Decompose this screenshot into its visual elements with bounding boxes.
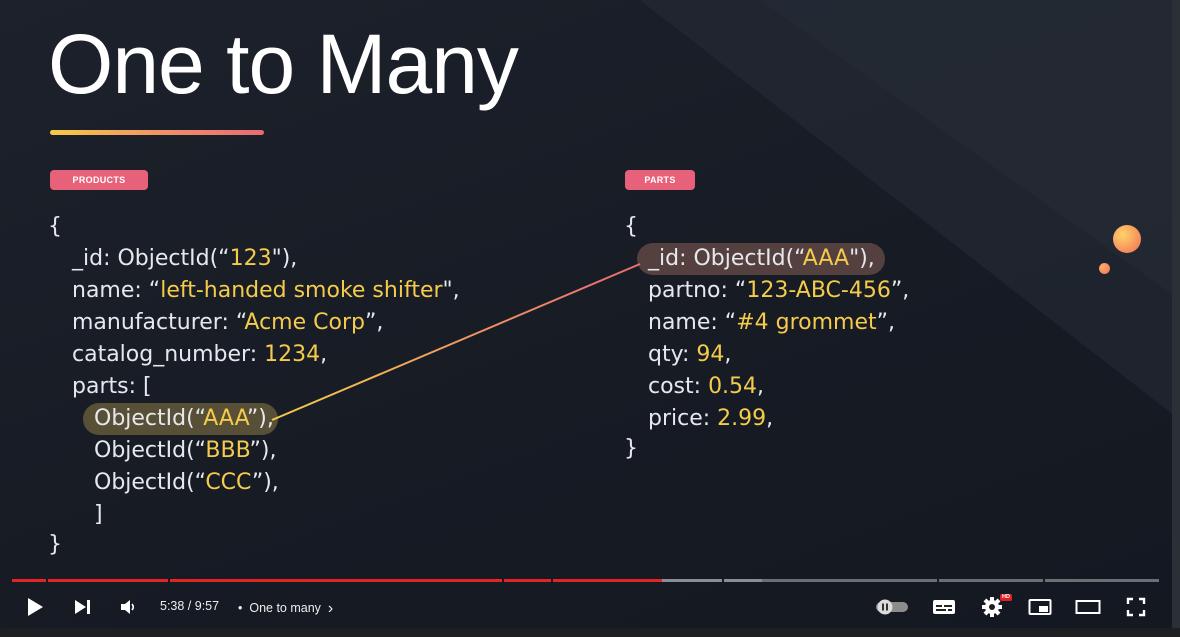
- autoplay-toggle[interactable]: [872, 586, 912, 628]
- parts-tag: PARTS: [625, 170, 695, 190]
- theater-mode-icon: [1075, 600, 1101, 614]
- parts-partno-line: partno: “123-ABC-456”,: [648, 278, 910, 303]
- play-icon: [28, 598, 43, 616]
- parts-qty-line: qty: 94,: [648, 342, 732, 367]
- array-close: ]: [94, 502, 103, 527]
- chapter-title[interactable]: • One to many ›: [238, 599, 333, 617]
- chevron-right-icon: ›: [327, 600, 334, 617]
- brace-open: {: [624, 214, 638, 239]
- play-button[interactable]: [20, 586, 50, 628]
- title-underline: [50, 130, 264, 135]
- parts-ref-bbb: ObjectId(“BBB”),: [94, 438, 277, 463]
- progress-segment: [724, 579, 763, 582]
- parts-price-line: price: 2.99,: [648, 406, 774, 431]
- connector-line: [271, 263, 641, 421]
- progress-segment: [553, 579, 663, 582]
- bottom-strip: [0, 628, 1180, 637]
- time-display: 5:38 / 9:57: [160, 599, 220, 613]
- parts-ref-ccc: ObjectId(“CCC”),: [94, 470, 279, 495]
- id-highlight: [637, 243, 885, 275]
- autoplay-toggle-icon: [876, 599, 908, 615]
- parts-cost-line: cost: 0.54,: [648, 374, 765, 399]
- decorative-dot-large: [1113, 225, 1141, 253]
- progress-segment: [1045, 579, 1159, 582]
- subtitles-icon: [933, 600, 955, 614]
- brace-open: {: [48, 214, 62, 239]
- chapter-label: One to many: [249, 601, 321, 615]
- slide-title: One to Many: [48, 17, 519, 111]
- parts-ref-aaa: ObjectId(“AAA”),: [94, 406, 274, 431]
- page-edge: [1172, 0, 1180, 637]
- volume-button[interactable]: [114, 586, 142, 628]
- subtitles-button[interactable]: [930, 586, 958, 628]
- chapter-separator: •: [238, 601, 243, 615]
- volume-icon: [121, 600, 135, 614]
- fullscreen-button[interactable]: [1122, 586, 1150, 628]
- progress-segment: [939, 579, 1043, 582]
- products-catalog-line: catalog_number: 1234,: [72, 342, 328, 367]
- progress-segment: [170, 579, 502, 582]
- miniplayer-icon: [1028, 599, 1052, 615]
- reference-highlight: [83, 403, 278, 435]
- progress-segment: [48, 579, 168, 582]
- progress-segment: [662, 579, 722, 582]
- brace-close: }: [48, 532, 62, 557]
- products-tag: PRODUCTS: [50, 170, 148, 190]
- parts-id-line: _id: ObjectId(“AAA"),: [648, 246, 875, 271]
- products-manufacturer-line: manufacturer: “Acme Corp”,: [72, 310, 384, 335]
- brace-close: }: [624, 436, 638, 461]
- progress-segment: [504, 579, 551, 582]
- fullscreen-icon: [1126, 597, 1146, 617]
- products-parts-line: parts: [: [72, 374, 152, 399]
- progress-segment: [762, 579, 937, 582]
- theater-mode-button[interactable]: [1072, 586, 1104, 628]
- progress-bar[interactable]: [12, 579, 1159, 582]
- products-id-line: _id: ObjectId(“123"),: [72, 246, 298, 271]
- miniplayer-button[interactable]: [1026, 586, 1054, 628]
- settings-button[interactable]: [978, 586, 1006, 628]
- next-icon: [75, 600, 90, 614]
- settings-icon: [982, 597, 1002, 617]
- products-name-line: name: “left-handed smoke shifter",: [72, 278, 460, 303]
- hd-badge: HD: [1000, 594, 1012, 601]
- progress-segment: [12, 579, 46, 582]
- player-controls: 5:38 / 9:57 • One to many › HD: [0, 586, 1180, 628]
- decorative-dot-small: [1099, 263, 1110, 274]
- parts-name-line: name: “#4 grommet”,: [648, 310, 896, 335]
- next-button[interactable]: [68, 586, 96, 628]
